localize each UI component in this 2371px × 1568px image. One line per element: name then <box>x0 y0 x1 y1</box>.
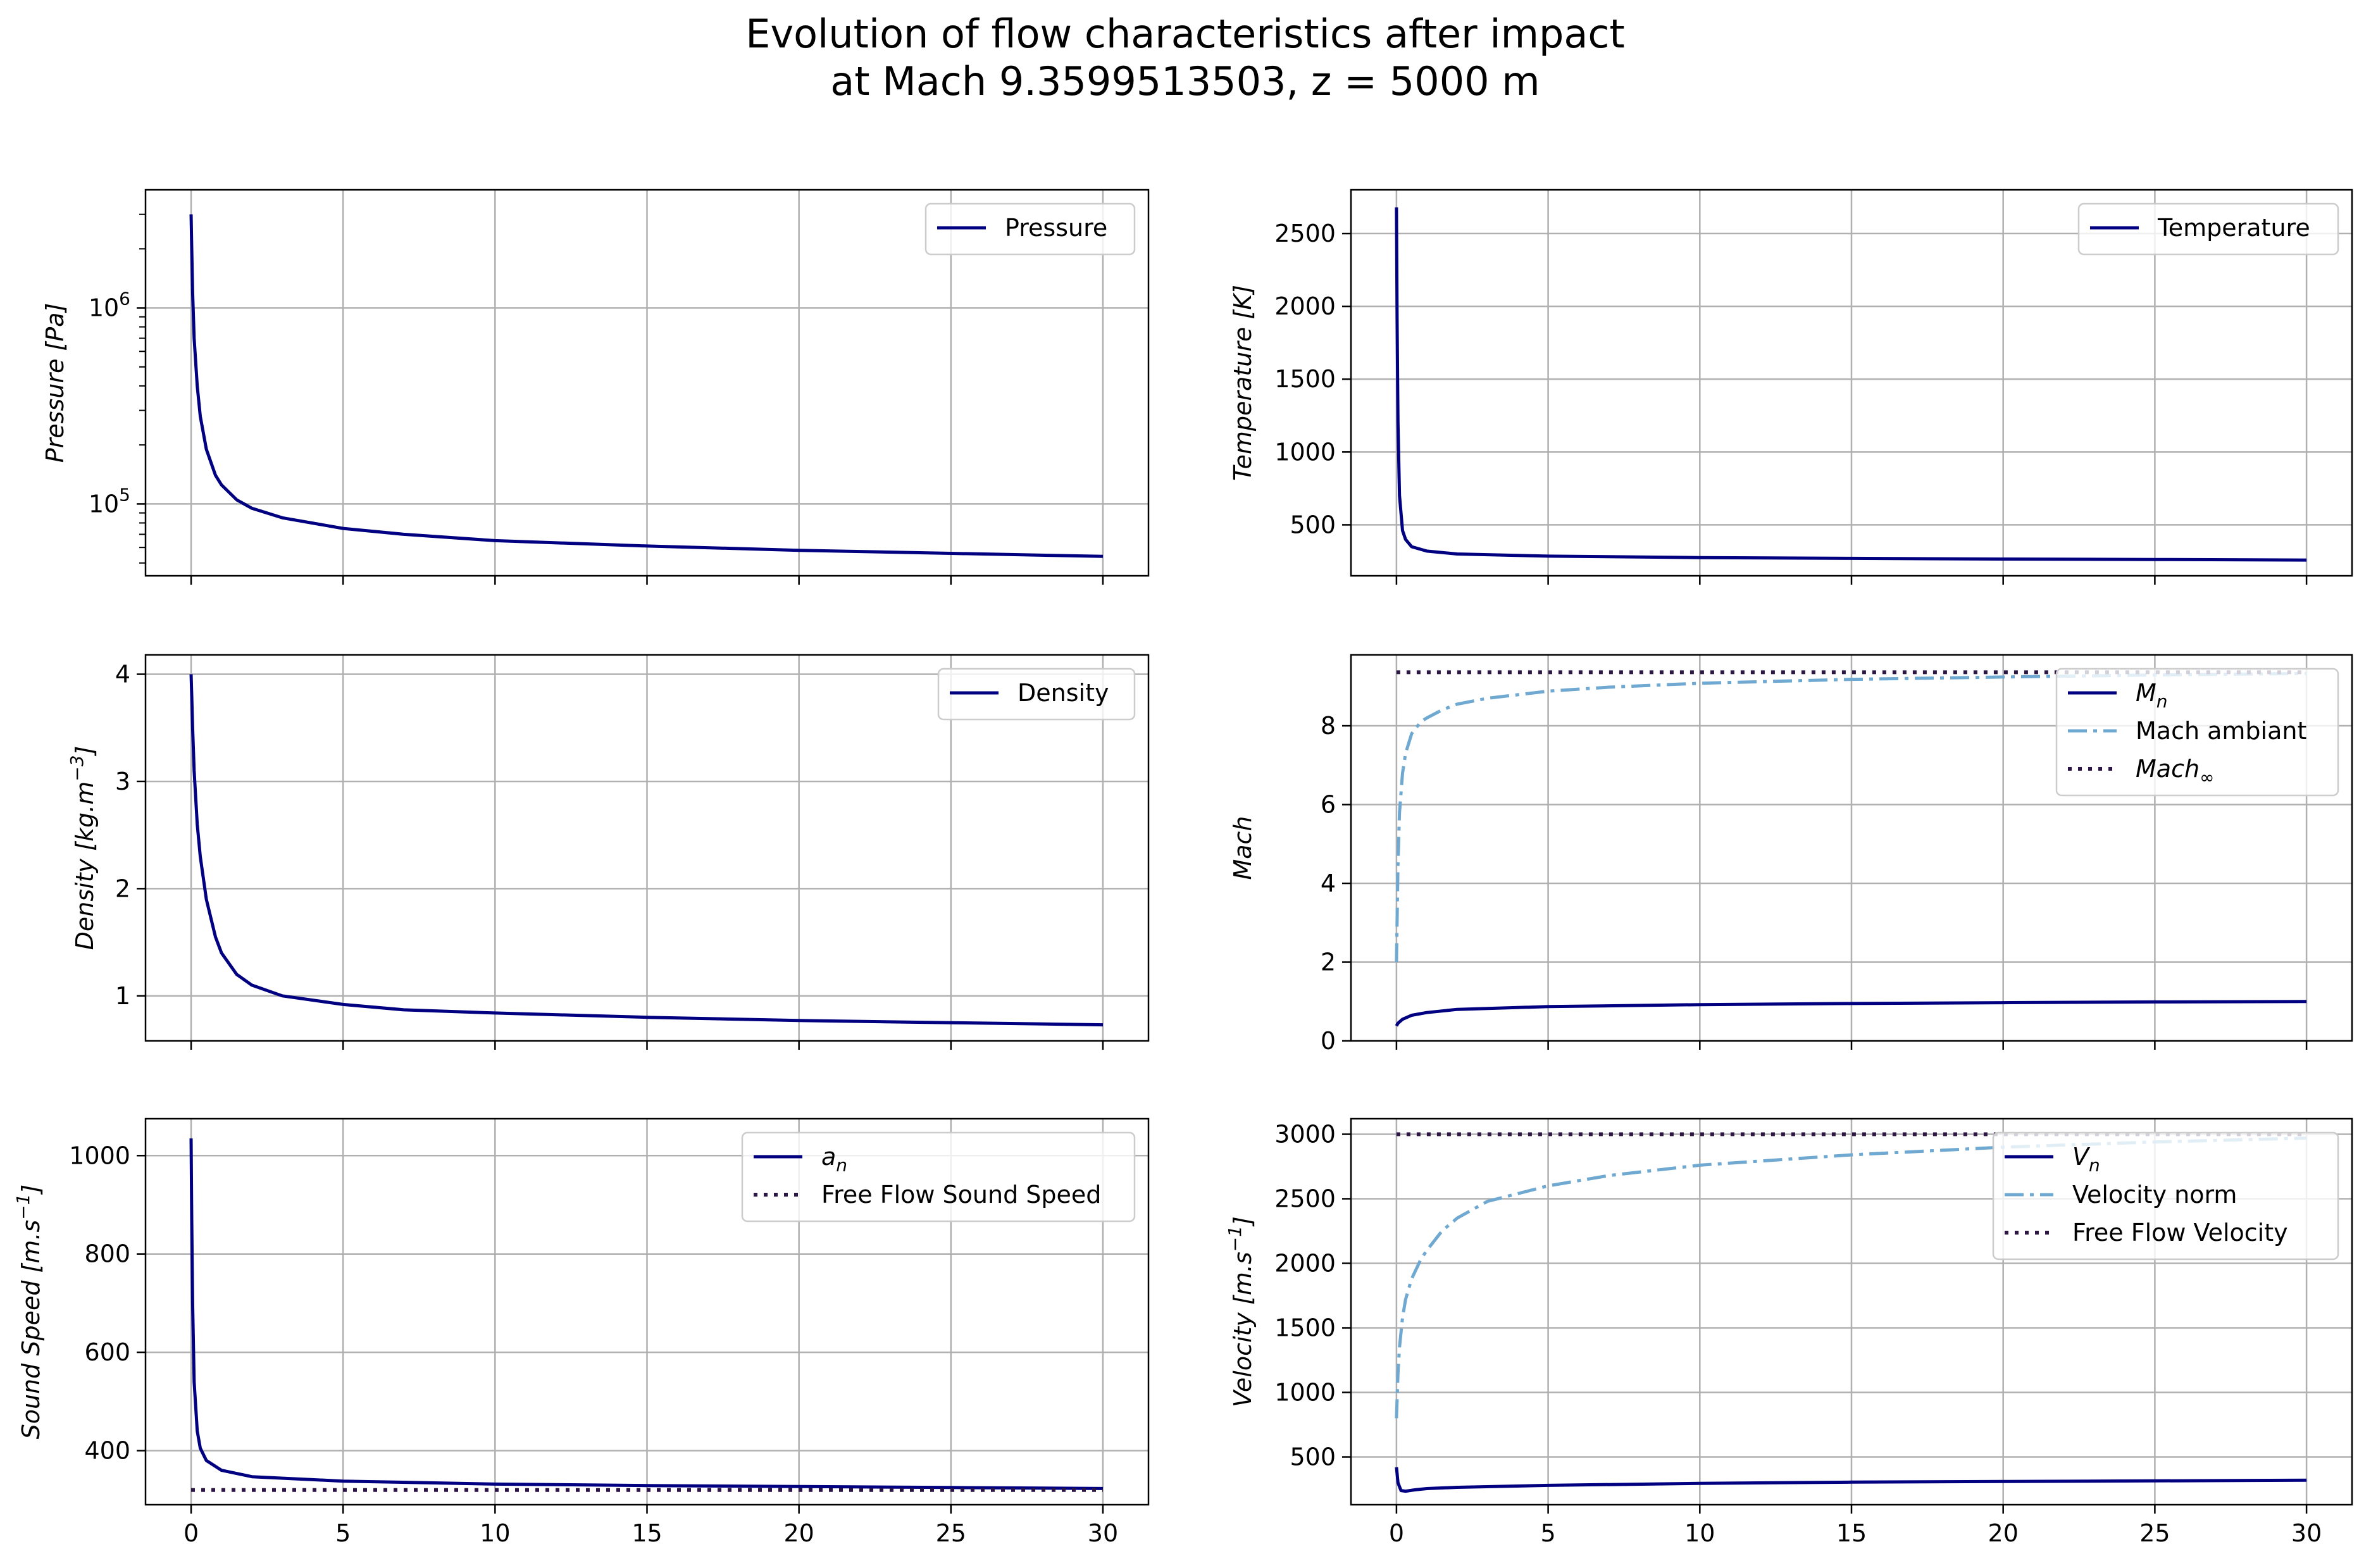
y-tick-label: 8 <box>1321 712 1336 740</box>
series-line-temperature <box>1395 207 2307 562</box>
y-tick-label: 800 <box>84 1240 130 1268</box>
legend-label: Temperature <box>2157 214 2310 242</box>
x-tick-label: 5 <box>1541 1519 1556 1547</box>
x-tick-label: 15 <box>632 1519 662 1547</box>
legend-frame <box>2055 668 2339 797</box>
series-line-a-n <box>189 1138 1104 1490</box>
y-tick-label: 600 <box>84 1338 130 1366</box>
y-tick-label: 1000 <box>1274 1379 1336 1407</box>
legend-label: Free Flow Sound Speed <box>821 1181 1101 1209</box>
legend-frame <box>1992 1131 2339 1260</box>
y-tick-label: 4 <box>115 661 130 688</box>
legend-label: Mach ambiant <box>2136 717 2306 745</box>
series-line-pressure <box>189 214 1104 558</box>
subplot-sound_speed: 0 5 10 15 20 25 30 400 600 800 1000 Sound Speed [m.… <box>13 1117 1150 1547</box>
y-tick-label: 500 <box>1290 1443 1336 1471</box>
legend-label: Velocity norm <box>2072 1181 2237 1209</box>
y-tick-label: 1000 <box>69 1142 130 1169</box>
series-line-v-n <box>1395 1467 2307 1493</box>
y-tick-label: 2000 <box>1274 292 1336 320</box>
x-tick-label: 0 <box>1389 1519 1404 1547</box>
y-tick-label: 400 <box>84 1437 130 1465</box>
legend-label: Free Flow Velocity <box>2072 1219 2288 1247</box>
y-tick-label: 1500 <box>1274 1314 1336 1342</box>
y-tick-label: 1500 <box>1274 365 1336 393</box>
y-axis-label: Pressure [Pa] <box>41 303 69 463</box>
y-tick-label: 2 <box>115 874 130 902</box>
subplot-velocity: 0 5 10 15 20 25 30 500 1000 1500 2000 2500 3000 Veloc… <box>1224 1117 2353 1547</box>
y-tick-label: 105 <box>89 484 130 518</box>
legend: Mn Mach ambiant Mach∞ <box>2055 668 2339 797</box>
legend-frame <box>924 202 1136 256</box>
x-tick-label: 0 <box>184 1519 199 1547</box>
series-line-mach-ambiant <box>1395 671 2307 962</box>
y-tick-label: 106 <box>89 289 130 322</box>
y-axis-label: Velocity [m.s−1] <box>1224 1216 1257 1407</box>
x-tick-label: 30 <box>2291 1519 2322 1547</box>
legend: Vn Velocity norm Free Flow Velocity <box>1992 1131 2339 1260</box>
subplot-temperature: 500 1000 1500 2000 2500 Temperature [K] Temper… <box>1229 189 2353 585</box>
x-tick-label: 30 <box>1088 1519 1118 1547</box>
figure-title-line1: Evolution of flow characteristics after … <box>745 11 1624 57</box>
legend-label: Density <box>1017 679 1109 707</box>
legend-frame <box>2077 202 2339 256</box>
series-line-density <box>189 674 1104 1027</box>
legend-frame <box>937 668 1136 721</box>
legend: Temperature <box>2077 202 2339 256</box>
y-tick-label: 1000 <box>1274 438 1336 466</box>
y-axis-label: Temperature [K] <box>1229 285 1257 481</box>
legend: Density <box>937 668 1136 721</box>
legend-label: Mach∞ <box>2136 755 2214 788</box>
y-tick-label: 3 <box>115 768 130 795</box>
subplot-pressure: 105 106 Pressure [Pa] Pressure <box>41 189 1150 585</box>
y-tick-label: 0 <box>1321 1027 1336 1055</box>
figure-title-line2: at Mach 9.3599513503, z = 5000 m <box>830 58 1540 104</box>
y-tick-label: 2500 <box>1274 1185 1336 1212</box>
x-tick-label: 20 <box>783 1519 814 1547</box>
legend-frame <box>741 1131 1136 1223</box>
subplot-mach: 0 2 4 6 8 Mach Mn Mach ambiant Mach∞ <box>1229 654 2353 1055</box>
y-tick-label: 1 <box>115 982 130 1010</box>
y-tick-label: 2000 <box>1274 1249 1336 1277</box>
y-axis-label: Sound Speed [m.s−1] <box>13 1185 45 1440</box>
x-tick-label: 25 <box>936 1519 966 1547</box>
series-line-m-n <box>1395 1000 2307 1027</box>
y-tick-label: 2 <box>1321 949 1336 976</box>
legend-label: Vn <box>2072 1143 2100 1176</box>
y-tick-label: 2500 <box>1274 220 1336 247</box>
y-axis-label: Mach <box>1229 816 1257 880</box>
x-tick-label: 15 <box>1836 1519 1867 1547</box>
y-tick-label: 6 <box>1321 791 1336 819</box>
legend-label: Pressure <box>1005 214 1107 242</box>
legend-label: an <box>821 1143 847 1176</box>
y-tick-label: 500 <box>1290 511 1336 538</box>
y-tick-label: 4 <box>1321 869 1336 897</box>
x-tick-label: 25 <box>2139 1519 2170 1547</box>
y-tick-label: 3000 <box>1274 1120 1336 1148</box>
x-tick-label: 10 <box>480 1519 510 1547</box>
y-axis-label: Density [kg.m−3] <box>66 746 99 950</box>
legend-label: Mn <box>2136 679 2168 712</box>
x-tick-label: 20 <box>1988 1519 2019 1547</box>
x-tick-label: 10 <box>1684 1519 1715 1547</box>
subplot-density: 1 2 3 4 Density [kg.m−3] Density <box>66 654 1150 1050</box>
series-line-velocity-norm <box>1395 1136 2307 1419</box>
legend: an Free Flow Sound Speed <box>741 1131 1136 1223</box>
x-tick-label: 5 <box>335 1519 351 1547</box>
legend: Pressure <box>924 202 1136 256</box>
